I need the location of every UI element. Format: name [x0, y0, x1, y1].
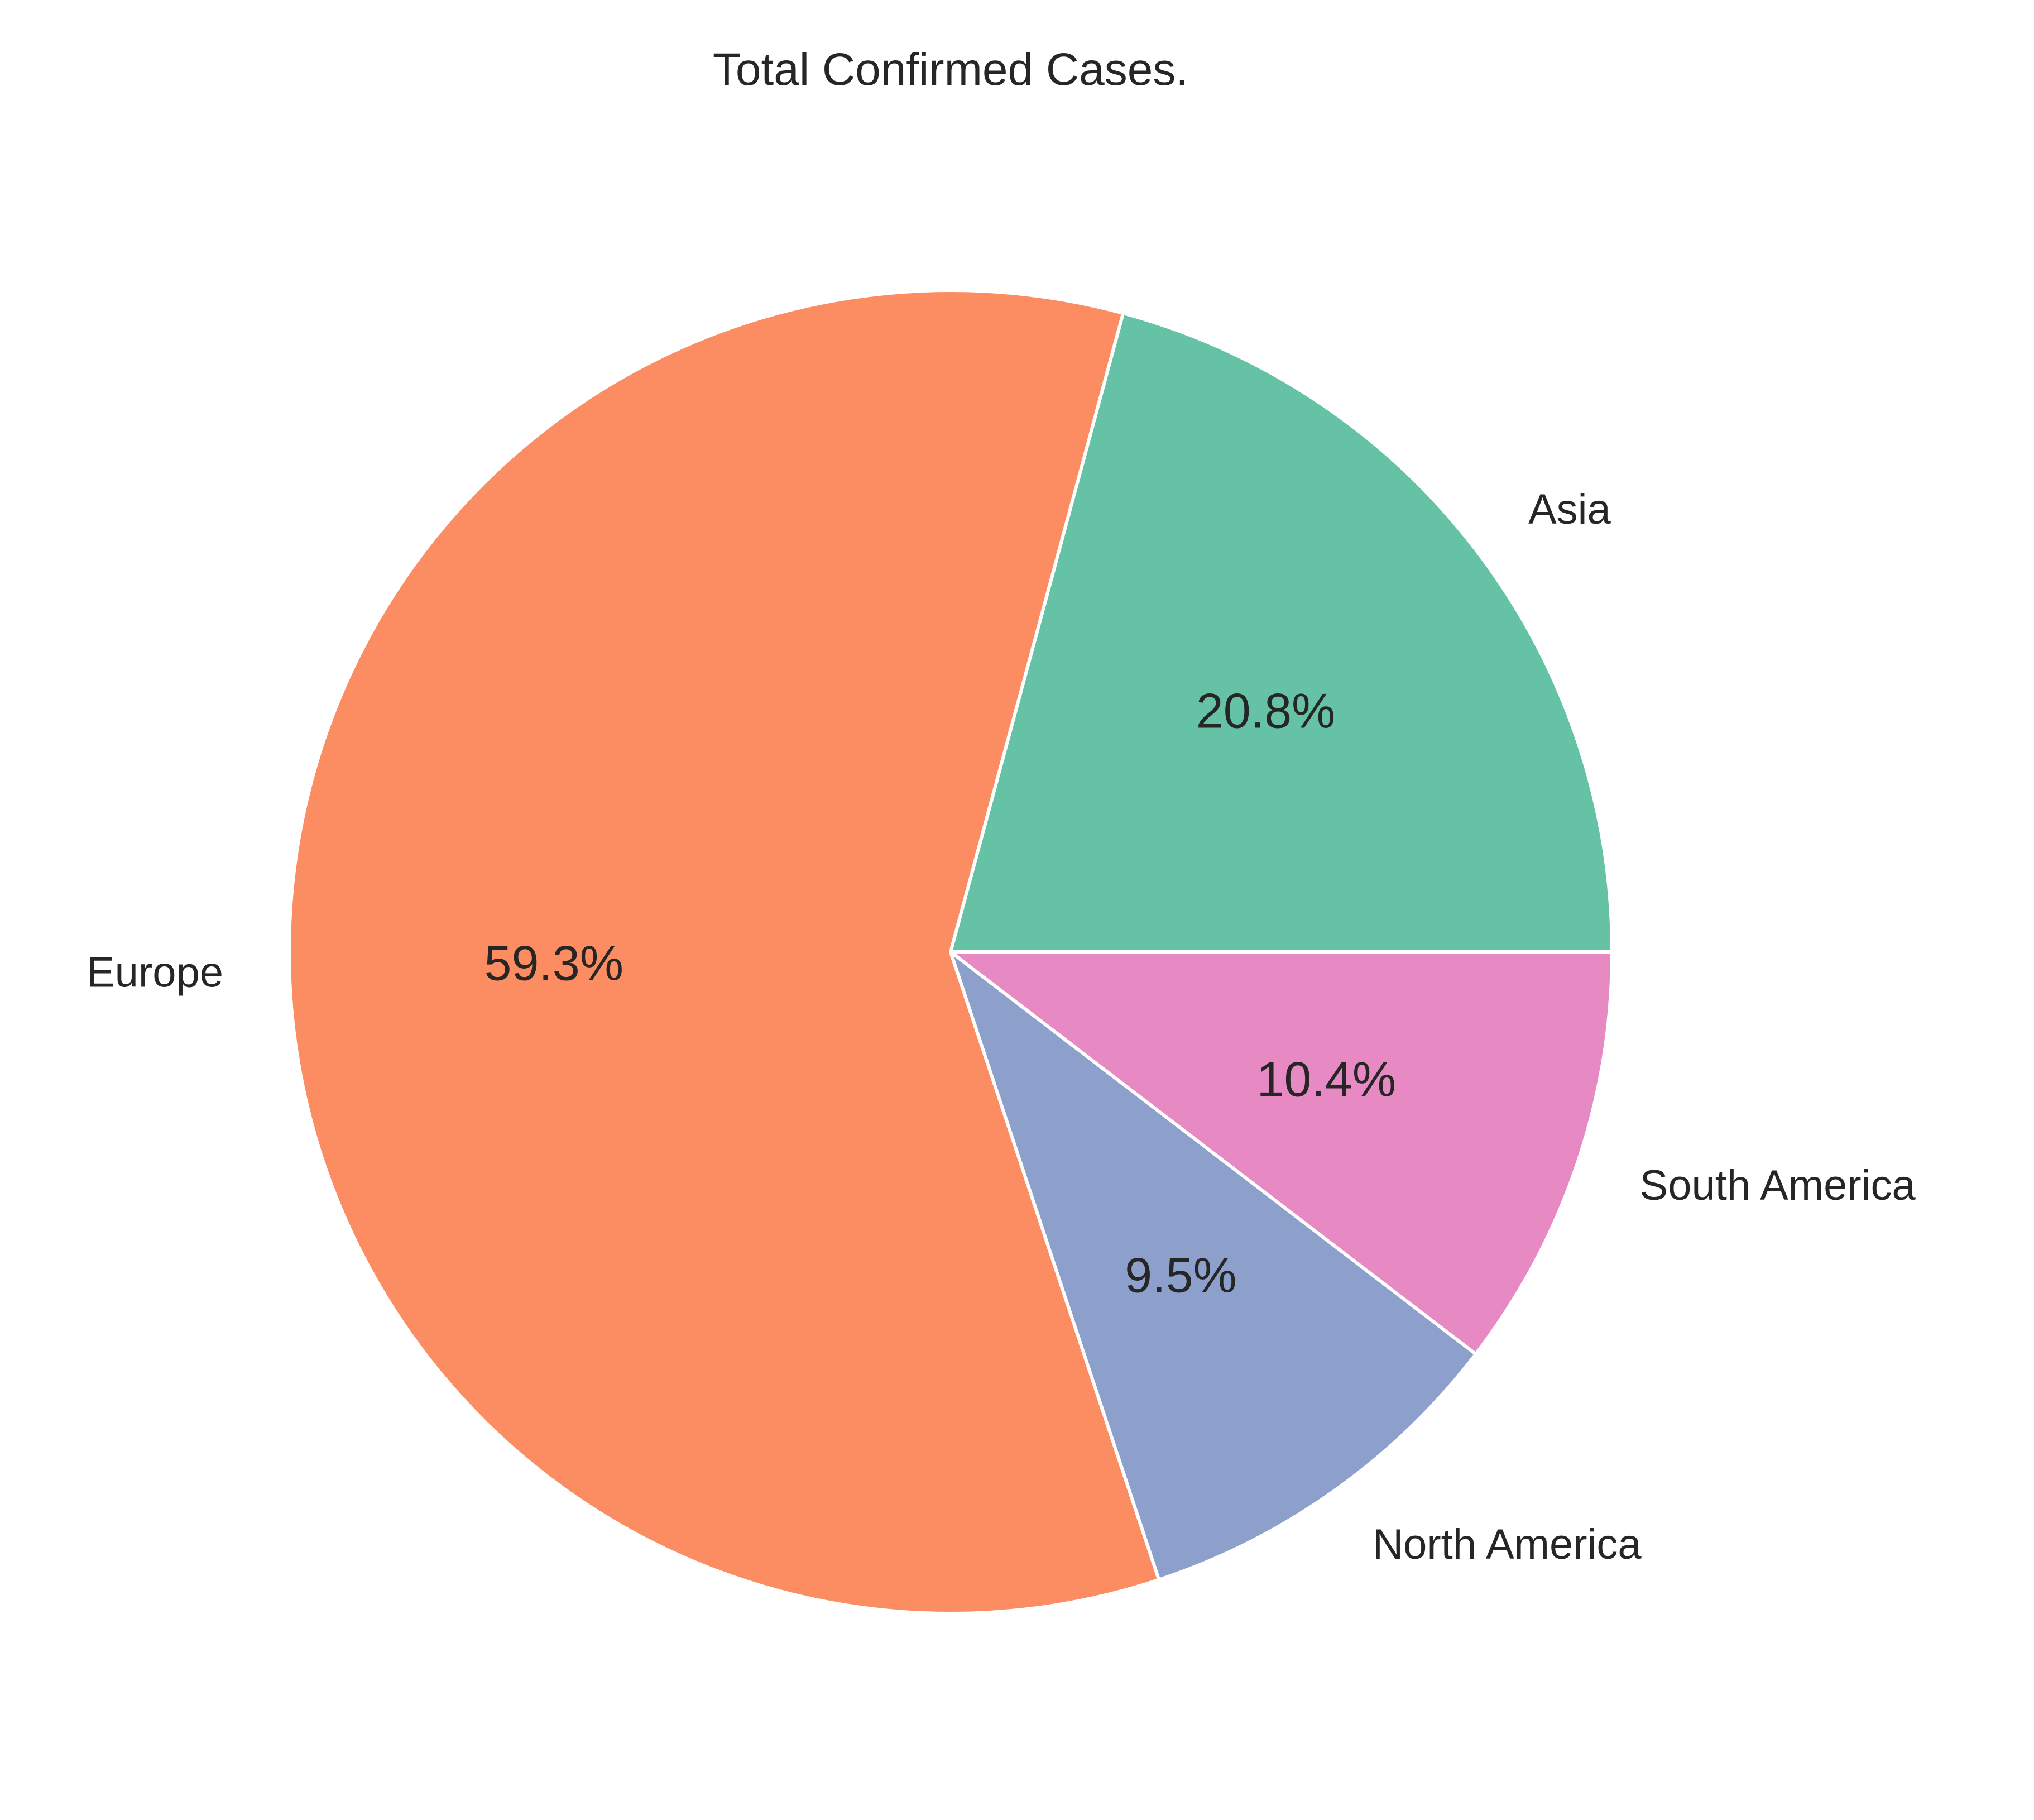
category-label-europe: Europe	[87, 949, 223, 996]
pct-label-europe: 59.3%	[484, 936, 624, 991]
category-label-north-america: North America	[1373, 1521, 1642, 1568]
pct-label-asia: 20.8%	[1196, 683, 1336, 738]
pie-slice-south-america	[949, 950, 1614, 1356]
pct-label-south-america: 10.4%	[1257, 1052, 1397, 1107]
pie-labels: 20.8% Asia 59.3% Europe 9.5% North America 10.…	[87, 486, 1916, 1568]
pie-slice-europe	[287, 289, 1161, 1615]
chart-title: Total Confirmed Cases.	[713, 44, 1188, 95]
category-label-south-america: South America	[1640, 1162, 1916, 1209]
pie-slice-asia	[949, 312, 1614, 954]
pct-label-north-america: 9.5%	[1125, 1248, 1237, 1303]
pie-slices	[287, 289, 1614, 1615]
category-label-asia: Asia	[1528, 486, 1611, 533]
pie-slice-north-america	[949, 950, 1477, 1582]
